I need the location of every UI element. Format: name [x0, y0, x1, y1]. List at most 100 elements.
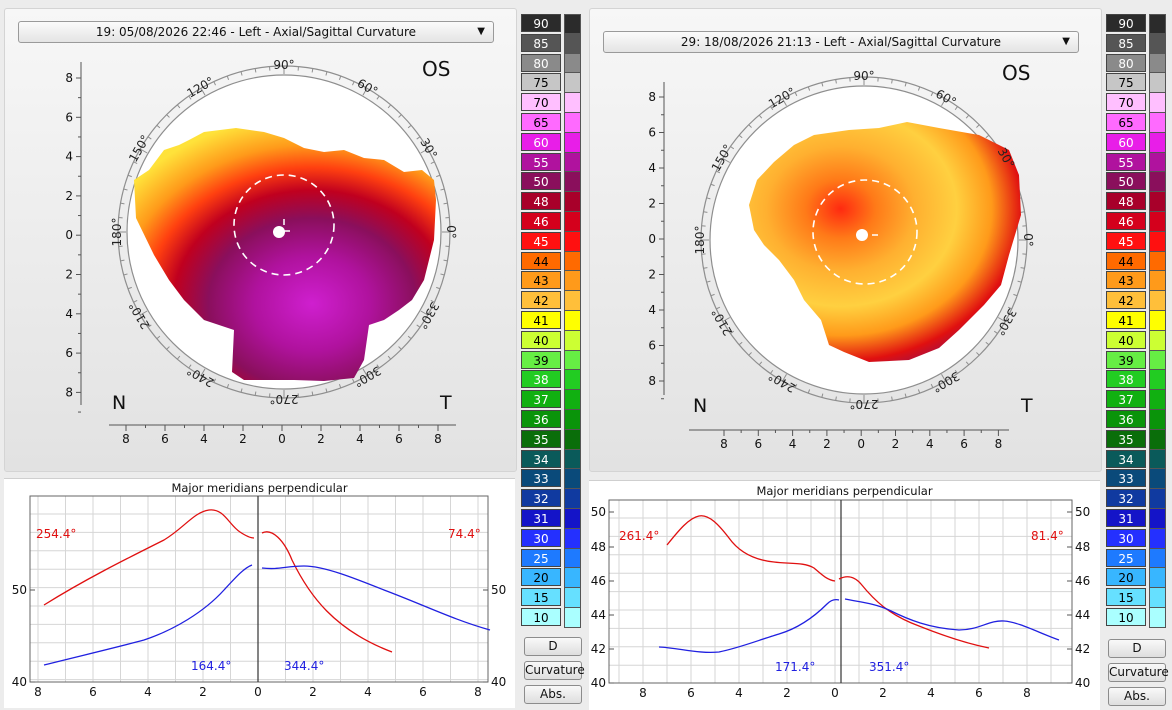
- scale-value-label: 41: [521, 311, 561, 329]
- red-label-right: 81.4°: [1031, 529, 1064, 543]
- scale-step: 75: [1106, 73, 1170, 93]
- graph-x-tick-label: 6: [419, 685, 427, 699]
- graph-x-tick-label: 4: [927, 686, 935, 700]
- graph-y-tick-label: 48: [1075, 540, 1090, 554]
- scale-swatch: [1149, 232, 1166, 252]
- scale-swatch: [564, 34, 581, 54]
- scale-value-label: 31: [521, 509, 561, 527]
- scale-value-label: 75: [521, 73, 561, 91]
- scale-swatch: [1149, 271, 1166, 291]
- graph-y-tick-label: 46: [1075, 574, 1090, 588]
- scale-step: 60: [1106, 133, 1170, 153]
- graph-x-tick-label: 0: [831, 686, 839, 700]
- scale-step: 41: [521, 311, 585, 331]
- scale-value-label: 55: [521, 153, 561, 171]
- scale-step: 55: [1106, 153, 1170, 173]
- scale-swatch: [1149, 568, 1166, 588]
- scale-swatch: [564, 133, 581, 153]
- scale-value-label: 42: [1106, 291, 1146, 309]
- scale-swatch: [564, 232, 581, 252]
- absolute-scale-button[interactable]: Abs.: [1108, 687, 1166, 706]
- scale-step: 39: [1106, 351, 1170, 371]
- scale-swatch: [1149, 14, 1166, 34]
- scale-swatch: [564, 450, 581, 470]
- scale-swatch: [1149, 588, 1166, 608]
- scale-step: 33: [1106, 469, 1170, 489]
- scale-step: 34: [521, 450, 585, 470]
- blue-meridian-curve-right: [262, 566, 490, 630]
- scale-step: 34: [1106, 450, 1170, 470]
- graph-y-tick-label: 40: [591, 676, 606, 690]
- diopter-button[interactable]: D: [1108, 639, 1166, 658]
- scale-value-label: 10: [1106, 608, 1146, 626]
- red-meridian-curve-right: [839, 577, 989, 648]
- scale-step: 41: [1106, 311, 1170, 331]
- scale-value-label: 20: [521, 568, 561, 586]
- scale-value-label: 35: [1106, 430, 1146, 448]
- scale-swatch: [564, 608, 581, 628]
- absolute-scale-button[interactable]: Abs.: [524, 685, 582, 704]
- scale-step: 48: [521, 192, 585, 212]
- graph-y-tick-label: 42: [1075, 642, 1090, 656]
- scale-step: 45: [1106, 232, 1170, 252]
- graph-x-tick-label: 0: [254, 685, 262, 699]
- scale-step: 31: [521, 509, 585, 529]
- scale-value-label: 39: [1106, 351, 1146, 369]
- scale-step: 60: [521, 133, 585, 153]
- scale-value-label: 25: [1106, 549, 1146, 567]
- scale-step: 70: [521, 93, 585, 113]
- scale-step: 44: [521, 252, 585, 272]
- scale-value-label: 38: [521, 370, 561, 388]
- scale-step: 42: [521, 291, 585, 311]
- scale-value-label: 55: [1106, 153, 1146, 171]
- scale-value-label: 90: [521, 14, 561, 32]
- scale-step: 45: [521, 232, 585, 252]
- scale-value-label: 25: [521, 549, 561, 567]
- diopter-button[interactable]: D: [524, 637, 582, 656]
- scale-step: 30: [521, 529, 585, 549]
- curvature-button[interactable]: Curvature: [524, 661, 582, 680]
- scale-swatch: [564, 410, 581, 430]
- scale-swatch: [564, 271, 581, 291]
- scale-swatch: [564, 489, 581, 509]
- scale-step: 48: [1106, 192, 1170, 212]
- curvature-button[interactable]: Curvature: [1108, 663, 1166, 682]
- scale-step: 25: [1106, 549, 1170, 569]
- scale-swatch: [1149, 410, 1166, 430]
- scale-value-label: 75: [1106, 73, 1146, 91]
- graph-x-tick-label: 8: [474, 685, 482, 699]
- scale-value-label: 46: [1106, 212, 1146, 230]
- scale-value-label: 50: [1106, 172, 1146, 190]
- scale-value-label: 44: [1106, 252, 1146, 270]
- scale-value-label: 80: [521, 54, 561, 72]
- scale-value-label: 42: [521, 291, 561, 309]
- scale-value-label: 60: [1106, 133, 1146, 151]
- scale-swatch: [564, 172, 581, 192]
- scale-step: 32: [1106, 489, 1170, 509]
- scale-step: 35: [1106, 430, 1170, 450]
- scale-value-label: 40: [521, 331, 561, 349]
- scale-value-label: 35: [521, 430, 561, 448]
- scale-step: 80: [521, 54, 585, 74]
- scale-swatch: [1149, 608, 1166, 628]
- graph-x-tick-label: 4: [144, 685, 152, 699]
- scale-step: 35: [521, 430, 585, 450]
- red-label-left: 254.4°: [36, 527, 76, 541]
- scale-swatch: [1149, 133, 1166, 153]
- scale-step: 36: [521, 410, 585, 430]
- scale-swatch: [1149, 450, 1166, 470]
- graph-x-tick-label: 8: [1023, 686, 1031, 700]
- scale-step: 50: [1106, 172, 1170, 192]
- scale-value-label: 15: [521, 588, 561, 606]
- graph-y-tick-label: 44: [1075, 608, 1090, 622]
- scale-step: 38: [1106, 370, 1170, 390]
- red-meridian-curve-right: [262, 532, 392, 652]
- scale-value-label: 48: [521, 192, 561, 210]
- scale-value-label: 32: [1106, 489, 1146, 507]
- graph-y-tick-label: 40: [12, 675, 27, 689]
- scale-step: 15: [521, 588, 585, 608]
- scale-value-label: 10: [521, 608, 561, 626]
- scale-swatch: [1149, 549, 1166, 569]
- left-exam-panel: 90°60°30°0°330°300°270°240°210°180°150°1…: [4, 0, 519, 707]
